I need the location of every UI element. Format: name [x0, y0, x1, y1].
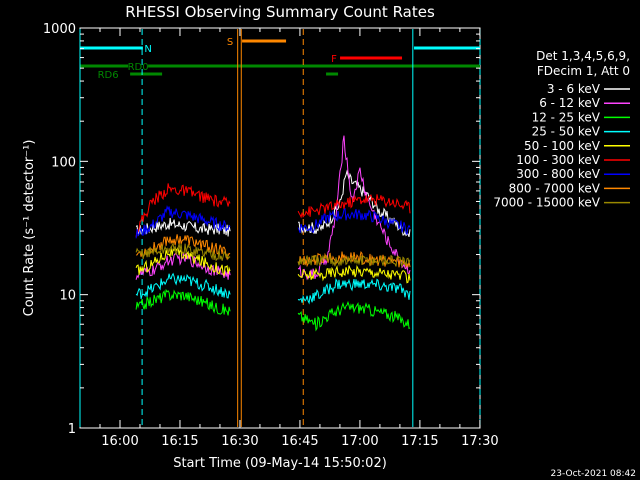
legend-label-2: 12 - 25 keV: [532, 110, 601, 124]
legend-label-1: 6 - 12 keV: [539, 96, 601, 110]
flag-label-f: F: [331, 54, 337, 65]
x-tick-label-6: 17:30: [461, 434, 498, 449]
y-tick-label-2: 100: [51, 155, 76, 170]
x-tick-label-0: 16:00: [101, 434, 138, 449]
x-tick-label-1: 16:15: [161, 434, 198, 449]
series-line-8-after-gap: [297, 254, 411, 269]
y-axis-label: Count Rate (s⁻¹ detector⁻¹): [22, 140, 37, 317]
series-line-6-before-gap: [135, 205, 231, 239]
series-line-6-after-gap: [297, 207, 411, 236]
legend-title-line-2: FDecim 1, Att 0: [537, 64, 630, 78]
series-line-3-before-gap: [135, 272, 231, 300]
flag-label-rd6: RD6: [98, 70, 119, 81]
vertical-markers: [79, 29, 481, 427]
legend-label-3: 25 - 50 keV: [532, 125, 601, 139]
x-tick-label-4: 17:00: [341, 434, 378, 449]
y-tick-label-0: 1: [68, 422, 76, 437]
legend-label-5: 100 - 300 keV: [516, 153, 600, 167]
legend-label-7: 800 - 7000 keV: [509, 181, 601, 195]
flag-bars: N S F RD0 RD6: [80, 37, 480, 81]
y-tick-label-3: 1000: [43, 22, 76, 37]
series-line-4-after-gap: [297, 264, 411, 284]
x-tick-label-5: 17:15: [401, 434, 438, 449]
flag-label-rd0: RD0: [128, 62, 149, 73]
series-line-5-after-gap: [297, 194, 411, 219]
x-tick-label-3: 16:45: [281, 434, 318, 449]
legend-label-6: 300 - 800 keV: [516, 167, 600, 181]
legend-title-line-1: Det 1,3,4,5,6,9,: [536, 49, 630, 63]
timestamp: 23-Oct-2021 08:42: [551, 469, 636, 479]
legend-label-8: 7000 - 15000 keV: [493, 196, 600, 210]
legend: Det 1,3,4,5,6,9,FDecim 1, Att 0 3 - 6 keV…: [493, 49, 630, 210]
chart-title: RHESSI Observing Summary Count Rates: [125, 3, 435, 21]
series-line-1-after-gap: [297, 135, 411, 281]
legend-label-0: 3 - 6 keV: [547, 82, 601, 96]
series-line-7-before-gap: [135, 234, 231, 261]
data-series: [135, 135, 411, 332]
series-line-3-after-gap: [297, 277, 411, 305]
x-axis-label: Start Time (09-May-14 15:50:02): [173, 456, 387, 471]
y-tick-label-1: 10: [59, 289, 76, 304]
axes: 1 10 100 1000 16:00 16:15 16:30 16:45 17:00 17:15…: [43, 22, 499, 449]
series-line-8-before-gap: [135, 242, 231, 262]
series-line-2-before-gap: [135, 288, 231, 316]
flag-label-n: N: [144, 44, 151, 55]
series-line-4-before-gap: [135, 245, 231, 277]
series-line-0-before-gap: [135, 217, 231, 237]
series-line-2-after-gap: [297, 300, 411, 332]
x-tick-label-2: 16:30: [221, 434, 258, 449]
series-line-5-before-gap: [135, 183, 231, 238]
legend-label-4: 50 - 100 keV: [524, 139, 601, 153]
flag-label-s: S: [227, 37, 233, 48]
